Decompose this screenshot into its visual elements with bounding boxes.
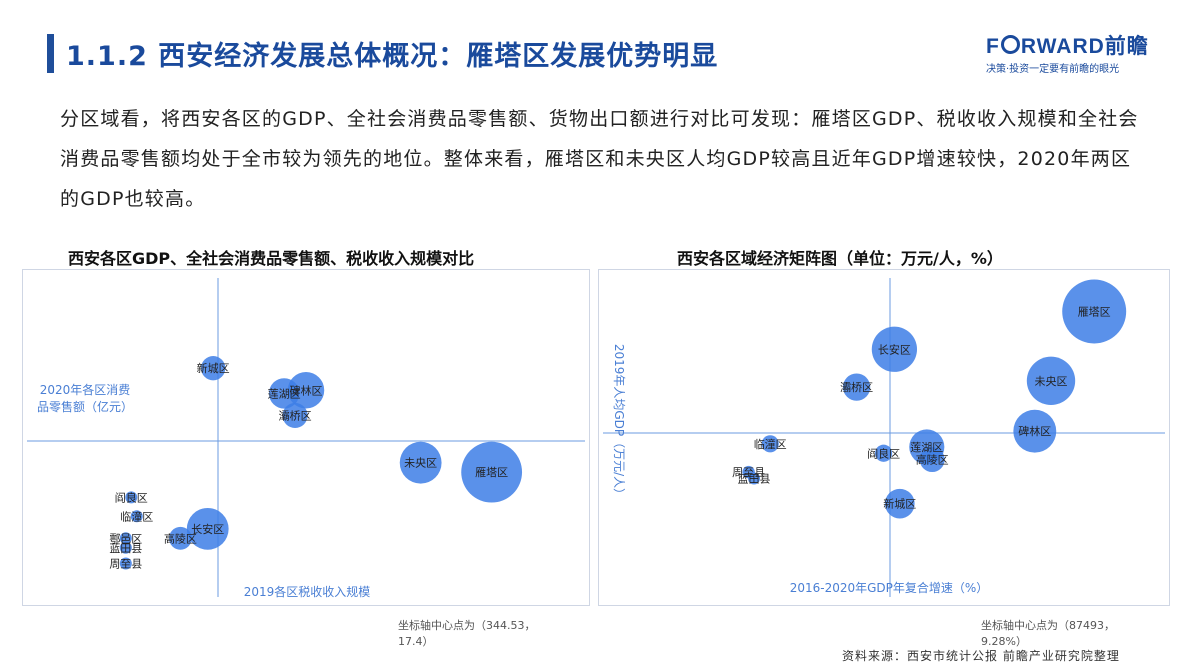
chart-2-bubble-11 — [884, 488, 915, 519]
chart-2-bubble-label-6: 高陵区 — [916, 453, 949, 467]
chart-1-bubble-4 — [399, 441, 442, 484]
logo-o-ring-icon — [1000, 35, 1020, 54]
chart-1-bubble-2 — [268, 378, 300, 409]
chart-2-bubble-4 — [1013, 409, 1057, 453]
title-accent-bar — [47, 34, 54, 73]
chart-2-bubble-3 — [842, 373, 871, 401]
chart-1-bubble-label-6: 阎良区 — [115, 490, 148, 504]
chart-1-bubble-label-0: 新城区 — [197, 361, 230, 375]
chart-2-bubble-label-1: 长安区 — [878, 342, 911, 356]
chart-1-bubble-label-2: 莲湖区 — [268, 387, 301, 400]
chart-2-bubble-label-3: 灞桥区 — [840, 381, 873, 394]
chart-1-bubble-label-5: 雁塔区 — [475, 466, 508, 479]
chart-2-x-axis-label: 2016-2020年GDP年复合增速（%） — [790, 580, 989, 595]
chart-2-bubble-label-7: 临潼区 — [754, 437, 787, 451]
source-note: 资料来源：西安市统计公报 前瞻产业研究院整理 — [842, 649, 1120, 663]
logo-letter: F — [986, 35, 1000, 58]
chart-1-bubble-9 — [169, 526, 192, 550]
chart-2-bubble-label-4: 碑林区 — [1018, 424, 1051, 438]
chart-2-bubble-0 — [1062, 279, 1127, 344]
chart-1-center-note: 坐标轴中心点为（344.53， 17.4） — [398, 619, 536, 648]
chart-2-y-axis-label: 2019年人均GDP（万元/人） — [612, 344, 626, 500]
chart-1-panel: 新城区碑林区 莲湖区灞桥区未央区雁塔区阎良区临潼区长安区 高陵区 鄠邑区 蓝田县周至县 2… — [22, 269, 590, 606]
chart-1-bubble-7 — [130, 510, 143, 523]
chart-2-center-note: 坐标轴中心点为（87493， 9.28%） — [981, 619, 1115, 648]
chart-1-bubble-label-4: 未央区 — [404, 457, 437, 470]
chart-1-bubble-label-9: 高陵区 — [164, 531, 197, 545]
chart-2-bubble-6 — [919, 447, 945, 473]
chart-2-bubble-label-0: 雁塔区 — [1078, 306, 1111, 319]
chart-2-bubble-label-2: 未央区 — [1035, 375, 1068, 388]
chart-2-bubble-label-5: 莲湖区 — [910, 441, 943, 454]
chart-1-bubble-label-8: 长安区 — [191, 522, 224, 536]
chart-1-title: 西安各区GDP、全社会消费品零售额、税收收入规模对比 — [68, 249, 475, 268]
chart-1-bubble-label-1: 碑林区 — [290, 383, 323, 397]
chart-2-bubble-7 — [761, 435, 779, 453]
chart-1-bubble-6 — [125, 491, 138, 504]
brand-logo: F RWARD前瞻 决策·投资一定要有前瞻的眼光 — [986, 30, 1149, 75]
chart-2-bubble-label-10: 蓝田县 — [738, 472, 771, 485]
logo-wordmark: F RWARD前瞻 — [986, 30, 1149, 60]
chart-1-bubble-label-7: 临潼区 — [120, 509, 153, 523]
chart-2-bubble-label-8: 阎良区 — [867, 446, 900, 460]
logo-wordmark-rest: RWARD前瞻 — [1020, 35, 1149, 58]
chart-1-bubble-12 — [119, 557, 132, 570]
chart-1-bubble-label-10: 鄠邑区 — [109, 532, 142, 545]
chart-2-bubble-2 — [1026, 356, 1076, 405]
chart-1-bubble-3 — [282, 402, 308, 428]
chart-2-bubble-label-11: 新城区 — [883, 497, 916, 511]
chart-1-y-axis-label: 2020年各区消费品零售额（亿元） — [37, 382, 133, 414]
chart-1-bubble-label-3: 灞桥区 — [279, 409, 312, 422]
page-title: 1.1.2 西安经济发展总体概况：雁塔区发展优势明显 — [66, 41, 719, 72]
chart-2-bubble-10 — [748, 472, 760, 485]
chart-1-bubble-5 — [461, 441, 523, 503]
chart-2-panel: 雁塔区长安区未央区 灞桥区碑林区莲湖区 高陵区 临潼区阎良区周至县 蓝田县新城区 2016… — [598, 269, 1170, 606]
chart-1-bubble-11 — [119, 541, 132, 554]
logo-tagline: 决策·投资一定要有前瞻的眼光 — [986, 64, 1120, 75]
chart-1-bubble-label-11: 蓝田县 — [109, 542, 142, 555]
chart-1-bubble-0 — [201, 356, 226, 381]
intro-paragraph: 分区域看，将西安各区的GDP、全社会消费品零售额、货物出口额进行对比可发现：雁塔… — [60, 108, 1139, 210]
chart-1-bubble-10 — [119, 532, 132, 545]
chart-1-bubble-label-12: 周至县 — [109, 558, 142, 571]
chart-2-bubble-label-9: 周至县 — [732, 466, 765, 479]
chart-2-bubble-8 — [875, 444, 893, 462]
chart-2-title: 西安各区域经济矩阵图（单位：万元/人，%） — [677, 249, 1003, 268]
chart-2-bubble-1 — [871, 326, 918, 372]
chart-1-x-axis-label: 2019各区税收收入规模 — [244, 584, 371, 599]
chart-1-bubble-8 — [186, 507, 229, 550]
